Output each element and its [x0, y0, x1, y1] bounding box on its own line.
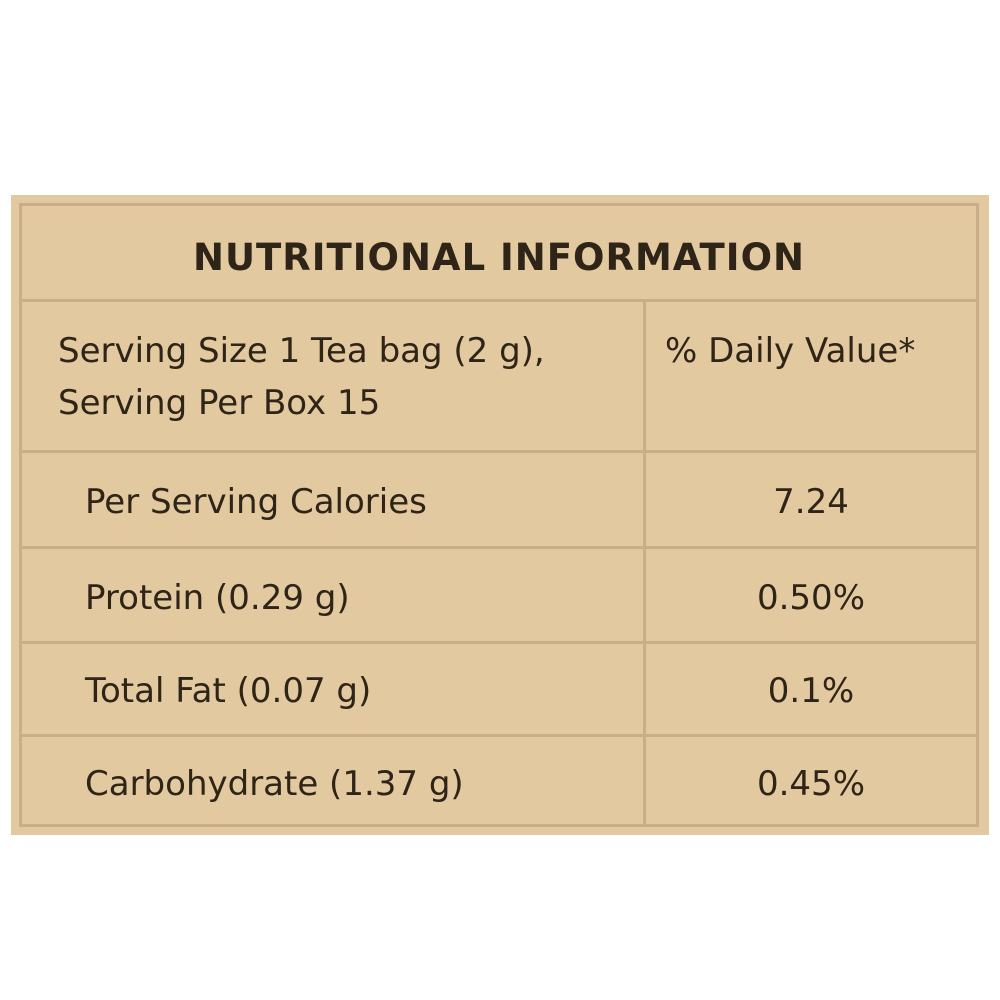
serving-size-text: Serving Size 1 Tea bag (2 g), [58, 331, 545, 371]
table-title: NUTRITIONAL INFORMATION [193, 236, 805, 279]
row-value-total-fat: 0.1% [767, 671, 855, 711]
daily-value-header: % Daily Value* [665, 331, 916, 371]
divider-row-1 [22, 546, 976, 549]
servings-per-box-text: Serving Per Box 15 [58, 383, 381, 423]
row-value-carbohydrate: 0.45% [756, 764, 865, 804]
divider-title [22, 299, 976, 302]
row-label-calories: Per Serving Calories [85, 482, 427, 522]
nutrition-label-panel: NUTRITIONAL INFORMATION Serving Size 1 T… [11, 195, 989, 835]
row-label-total-fat: Total Fat (0.07 g) [85, 671, 372, 711]
divider-row-2 [22, 641, 976, 644]
row-label-protein: Protein (0.29 g) [85, 578, 350, 618]
divider-row-3 [22, 734, 976, 737]
row-value-calories: 7.24 [773, 482, 849, 522]
nutrition-table: NUTRITIONAL INFORMATION Serving Size 1 T… [19, 203, 979, 827]
divider-header [22, 450, 976, 453]
row-value-protein: 0.50% [756, 578, 865, 618]
column-divider [643, 302, 646, 827]
row-label-carbohydrate: Carbohydrate (1.37 g) [85, 764, 464, 804]
